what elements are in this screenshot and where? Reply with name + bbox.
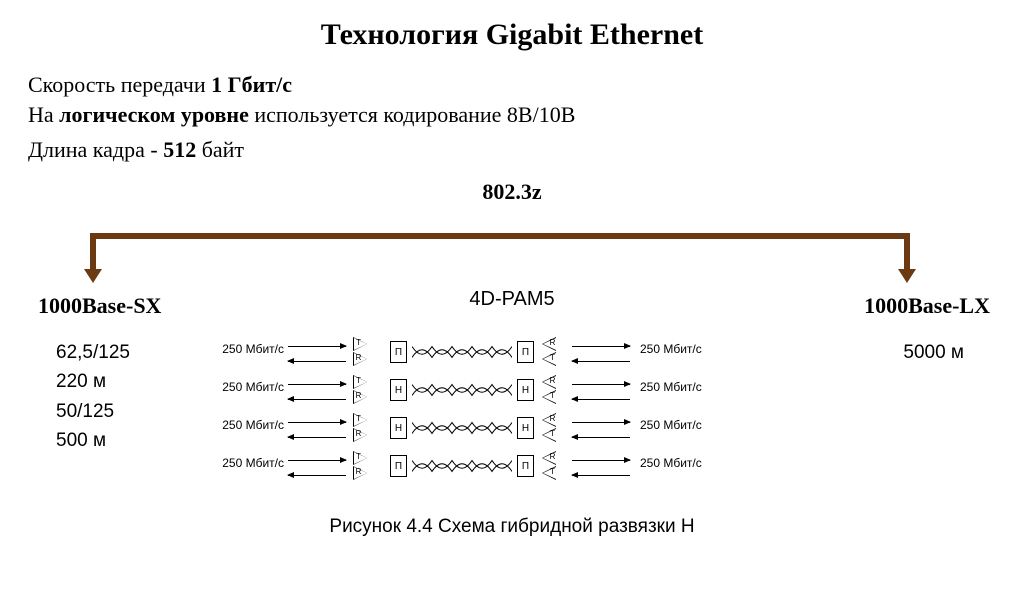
hybrid-box-left: Н — [390, 379, 407, 401]
pair-row: 250 Мбит/с T R П П R T — [214, 450, 710, 486]
pair-row: 250 Мбит/с T R П П R T — [214, 336, 710, 372]
twisted-pairs-diagram: 250 Мбит/с T R П П R T — [214, 336, 710, 488]
speed-pre: Скорость передачи — [28, 72, 211, 97]
sx-specs: 62,5/125 220 м 50/125 500 м — [56, 338, 130, 456]
transceiver-left-icon: T R — [354, 452, 382, 482]
transceiver-left-icon: T R — [354, 414, 382, 444]
speed-line: Скорость передачи 1 Гбит/с — [28, 70, 1024, 100]
sx-spec-3: 500 м — [56, 426, 130, 455]
encoding-line: На логическом уровне используется кодиро… — [28, 100, 1024, 130]
standard-label: 802.3z — [0, 179, 1024, 205]
rate-label-left: 250 Мбит/с — [214, 380, 284, 394]
transceiver-left-icon: T R — [354, 376, 382, 406]
hybrid-box-left: П — [390, 341, 407, 363]
speed-value: 1 Гбит/с — [211, 72, 292, 97]
rate-label-right: 250 Мбит/с — [640, 342, 710, 356]
frame-val: 512 — [163, 137, 196, 162]
rate-label-left: 250 Мбит/с — [214, 342, 284, 356]
rate-label-left: 250 Мбит/с — [214, 456, 284, 470]
hybrid-box-left: П — [390, 455, 407, 477]
arrow-pair-icon — [572, 377, 636, 407]
pair-row: 250 Мбит/с T R Н Н R T — [214, 412, 710, 448]
frame-pre: Длина кадра - — [28, 137, 163, 162]
rate-label-left: 250 Мбит/с — [214, 418, 284, 432]
frame-line: Длина кадра - 512 байт — [28, 135, 1024, 165]
hybrid-box-right: Н — [517, 379, 534, 401]
twisted-pair-icon — [412, 455, 512, 477]
sx-spec-1: 220 м — [56, 367, 130, 396]
hybrid-box-right: П — [517, 455, 534, 477]
frame-post: байт — [196, 137, 244, 162]
arrow-pair-icon — [572, 339, 636, 369]
pair-row: 250 Мбит/с T R Н Н R T — [214, 374, 710, 410]
arrow-pair-icon — [288, 415, 352, 445]
modulation-label: 4D-PAM5 — [0, 288, 1024, 311]
bracket-icon — [90, 233, 910, 293]
transceiver-right-icon: R T — [542, 338, 570, 368]
hybrid-box-right: Н — [517, 417, 534, 439]
twisted-pair-icon — [412, 379, 512, 401]
transceiver-left-icon: T R — [354, 338, 382, 368]
enc-post: используется кодирование 8В/10В — [249, 102, 576, 127]
hybrid-box-right: П — [517, 341, 534, 363]
arrow-pair-icon — [288, 377, 352, 407]
rate-label-right: 250 Мбит/с — [640, 380, 710, 394]
page-title: Технология Gigabit Ethernet — [0, 18, 1024, 52]
transceiver-right-icon: R T — [542, 376, 570, 406]
arrow-pair-icon — [572, 453, 636, 483]
twisted-pair-icon — [412, 417, 512, 439]
twisted-pair-icon — [412, 341, 512, 363]
transceiver-right-icon: R T — [542, 452, 570, 482]
enc-bold: логическом уровне — [59, 102, 249, 127]
rate-label-right: 250 Мбит/с — [640, 418, 710, 432]
sx-spec-2: 50/125 — [56, 397, 130, 426]
hybrid-box-left: Н — [390, 417, 407, 439]
enc-pre: На — [28, 102, 59, 127]
rate-label-right: 250 Мбит/с — [640, 456, 710, 470]
arrow-pair-icon — [288, 339, 352, 369]
arrow-pair-icon — [572, 415, 636, 445]
lx-specs: 5000 м — [903, 338, 964, 367]
transceiver-right-icon: R T — [542, 414, 570, 444]
sx-spec-0: 62,5/125 — [56, 338, 130, 367]
arrow-pair-icon — [288, 453, 352, 483]
figure-caption: Рисунок 4.4 Схема гибридной развязки Н — [0, 516, 1024, 538]
lx-spec-0: 5000 м — [903, 338, 964, 367]
